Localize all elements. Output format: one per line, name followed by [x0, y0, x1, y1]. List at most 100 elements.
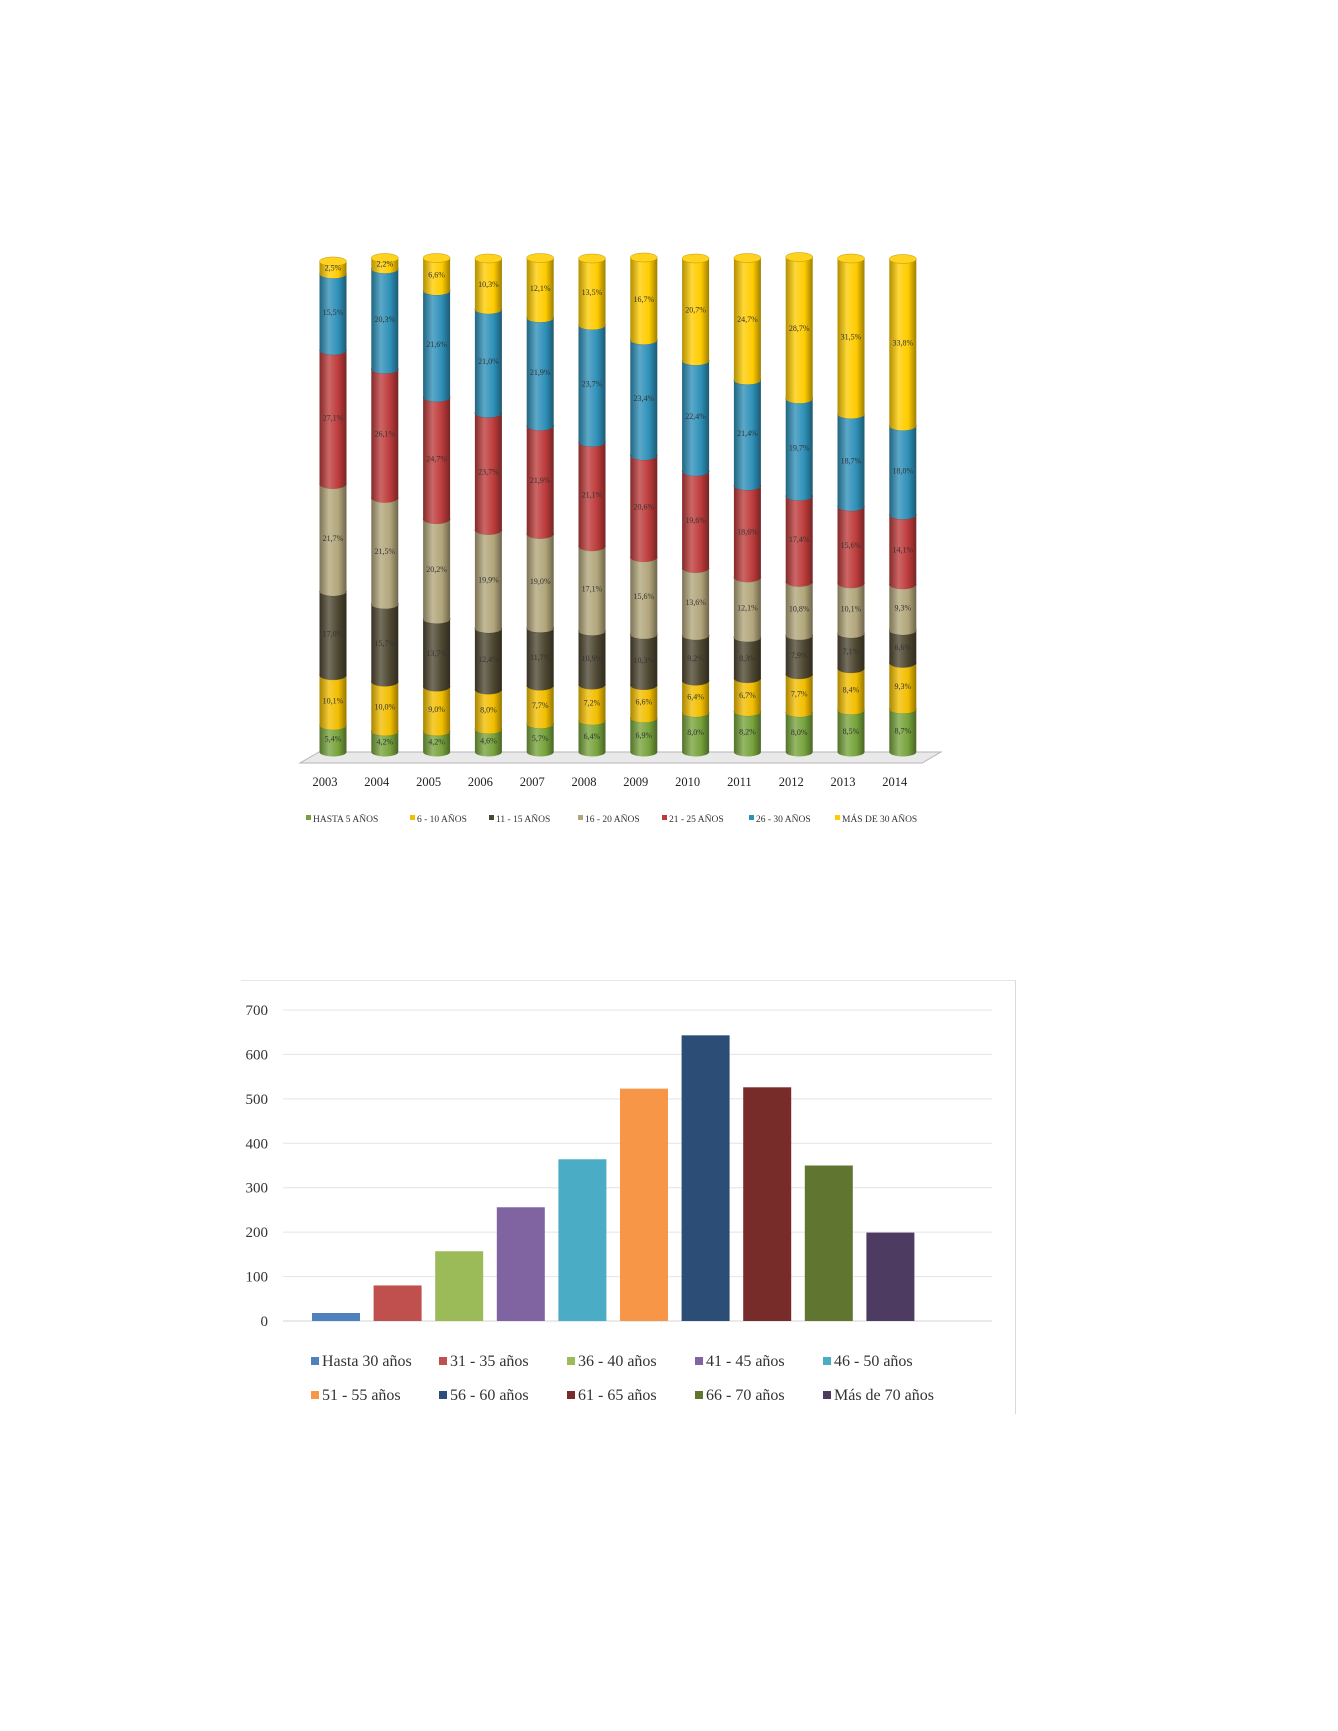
segment-label: 9,3% — [894, 604, 911, 613]
segment-label: 31,5% — [841, 332, 862, 341]
segment-label: 10,3% — [633, 656, 654, 665]
segment-label: 5,7% — [532, 734, 549, 743]
x-tick-label: 2012 — [779, 775, 804, 789]
segment-label: 8,0% — [791, 728, 808, 737]
legend-swatch — [578, 815, 583, 820]
segment-label: 9,0% — [428, 705, 445, 714]
cylinder-segment — [319, 256, 347, 279]
x-tick-label: 2013 — [831, 775, 856, 789]
x-tick-label: 2005 — [416, 775, 441, 789]
legend-label: 21 - 25 AÑOS — [669, 813, 724, 825]
floor — [298, 751, 943, 764]
segment-label: 18,0% — [892, 466, 913, 475]
segment-label: 18,6% — [737, 528, 758, 537]
cylinder-segment — [630, 252, 658, 345]
cylinder-segment — [526, 253, 554, 323]
x-tick-label: 2006 — [468, 775, 493, 789]
x-tick-label: 2008 — [572, 775, 597, 789]
cylinder-segment — [422, 253, 451, 296]
legend-swatch — [749, 815, 754, 820]
segment-label: 19,6% — [685, 516, 706, 525]
segment-label: 8,0% — [480, 706, 497, 715]
segment-label: 8,5% — [843, 727, 860, 736]
cylinder-segment — [785, 252, 813, 404]
segment-label: 22,4% — [685, 412, 706, 421]
segment-label: 16,7% — [633, 295, 654, 304]
segment-label: 15,6% — [841, 541, 862, 550]
segment-label: 23,7% — [582, 380, 603, 389]
x-tick-label: 2011 — [727, 775, 752, 789]
segment-label: 11,7% — [530, 653, 551, 662]
cylinder-segment — [474, 253, 503, 314]
segment-label: 12,1% — [530, 284, 551, 293]
stacked-cylinder-chart: 5,4% 10,1% 17,0% 21,7% 27,1% 15,5% 2,5% 2003 4,2… — [298, 252, 943, 825]
segment-label: 10,1% — [841, 604, 862, 613]
segment-label: 4,2% — [428, 738, 445, 747]
segment-label: 7,9% — [791, 651, 808, 660]
segment-label: 8,7% — [894, 727, 911, 736]
segment-label: 12,4% — [478, 655, 499, 664]
segment-label: 6,6% — [894, 643, 911, 652]
segment-label: 24,7% — [737, 315, 758, 324]
cylinder-segment — [578, 253, 606, 330]
segment-label: 12,1% — [737, 604, 758, 613]
segment-label: 8,2% — [739, 728, 756, 737]
segment-label: 10,8% — [789, 605, 810, 614]
segment-label: 19,9% — [478, 575, 499, 584]
segment-label: 19,7% — [789, 443, 810, 452]
cylinder-segment — [371, 253, 399, 274]
segment-label: 10,1% — [323, 696, 344, 705]
segment-label: 13,5% — [582, 288, 603, 297]
bar-chart-frame — [241, 980, 1016, 1414]
segment-label: 17,1% — [582, 585, 603, 594]
x-tick-label: 2009 — [623, 775, 648, 789]
segment-label: 10,3% — [478, 280, 499, 289]
segment-label: 21,5% — [374, 547, 395, 556]
segment-label: 8,3% — [739, 654, 756, 663]
segment-label: 4,6% — [480, 737, 497, 746]
cylinder-segment — [837, 253, 865, 419]
segment-label: 21,0% — [478, 357, 499, 366]
segment-label: 2,5% — [325, 264, 342, 273]
legend-swatch — [662, 815, 667, 820]
segment-label: 6,9% — [635, 731, 652, 740]
segment-label: 20,6% — [633, 502, 654, 511]
x-tick-label: 2010 — [675, 775, 700, 789]
cylinder-segment — [889, 254, 917, 431]
x-tick-label: 2007 — [520, 775, 545, 789]
segment-label: 13,7% — [426, 649, 447, 658]
legend-swatch — [306, 815, 311, 820]
segment-label: 24,7% — [426, 454, 447, 463]
legend-label: 16 - 20 AÑOS — [585, 813, 640, 825]
legend-swatch — [489, 815, 494, 820]
segment-label: 9,2% — [687, 654, 704, 663]
x-tick-label: 2004 — [364, 775, 390, 789]
segment-label: 7,1% — [843, 647, 860, 656]
legend-label: 26 - 30 AÑOS — [756, 813, 811, 825]
segment-label: 27,1% — [323, 413, 344, 422]
segment-label: 6,6% — [635, 698, 652, 707]
segment-label: 21,6% — [426, 340, 447, 349]
segment-label: 8,0% — [687, 728, 704, 737]
segment-label: 6,6% — [428, 270, 445, 279]
segment-label: 21,4% — [737, 429, 758, 438]
segment-label: 19,0% — [530, 577, 551, 586]
segment-label: 18,7% — [841, 456, 862, 465]
segment-label: 10,9% — [582, 654, 603, 663]
segment-label: 23,4% — [633, 394, 654, 403]
segment-label: 7,2% — [584, 699, 601, 708]
segment-label: 14,1% — [892, 546, 913, 555]
segment-label: 21,9% — [530, 476, 551, 485]
segment-label: 4,2% — [376, 738, 393, 747]
legend-swatch — [410, 815, 415, 820]
segment-label: 15,5% — [323, 308, 344, 317]
x-tick-label: 2003 — [313, 775, 338, 789]
segment-label: 17,4% — [789, 535, 810, 544]
segment-label: 7,7% — [532, 701, 549, 710]
segment-label: 6,4% — [687, 693, 704, 702]
segment-label: 2,2% — [376, 259, 393, 268]
segment-label: 9,3% — [894, 682, 911, 691]
segment-label: 21,7% — [323, 534, 344, 543]
cylinder-segment — [733, 253, 762, 385]
legend-label: MÁS DE 30 AÑOS — [842, 813, 917, 825]
